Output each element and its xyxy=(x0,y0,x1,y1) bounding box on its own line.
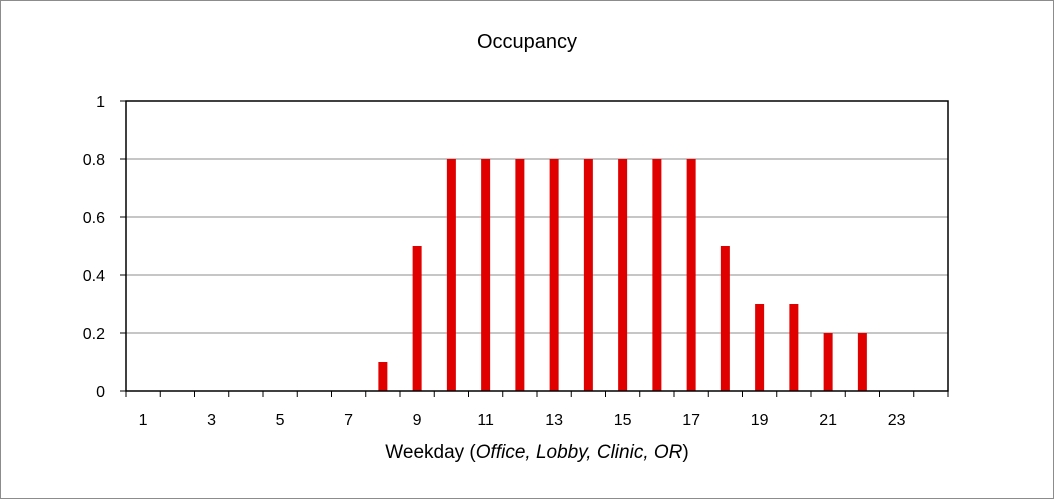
y-axis-ticks: 0 0.2 0.4 0.6 0.8 1 xyxy=(83,94,126,401)
bar xyxy=(515,159,525,391)
bar xyxy=(823,333,833,391)
bar xyxy=(720,246,730,391)
gridlines xyxy=(126,158,948,334)
x-tick-label: 7 xyxy=(344,412,353,429)
x-tick-label: 3 xyxy=(207,412,216,429)
x-tick-label: 19 xyxy=(751,412,769,429)
x-tick-label: 5 xyxy=(276,412,285,429)
bars xyxy=(378,159,867,391)
bar xyxy=(583,159,593,391)
x-axis-label-prefix: Weekday ( xyxy=(385,442,476,463)
bar xyxy=(412,246,422,391)
x-axis-ticks: 1 3 5 7 9 11 13 15 17 19 21 23 xyxy=(125,391,949,429)
x-tick-label: 11 xyxy=(477,412,494,429)
bar xyxy=(755,304,765,391)
y-tick-label: 0.2 xyxy=(83,326,105,343)
x-axis-label-italic: Office, Lobby, Clinic, OR xyxy=(476,442,683,463)
y-tick-label: 0 xyxy=(96,384,105,401)
y-tick-label: 0.8 xyxy=(83,152,105,169)
bar xyxy=(618,159,628,391)
y-tick-label: 1 xyxy=(96,94,105,111)
x-tick-label: 9 xyxy=(413,412,422,429)
bar xyxy=(549,159,559,391)
x-tick-label: 23 xyxy=(888,412,906,429)
bar xyxy=(789,304,799,391)
x-axis-label-suffix: ) xyxy=(682,442,688,463)
bar xyxy=(481,159,491,391)
bar xyxy=(652,159,662,391)
bar xyxy=(446,159,456,391)
chart-title: Occupancy xyxy=(477,31,577,53)
x-axis-label: Weekday (Office, Lobby, Clinic, OR) xyxy=(385,442,688,463)
bar xyxy=(857,333,867,391)
x-tick-label: 1 xyxy=(139,412,148,429)
bar xyxy=(686,159,696,391)
x-tick-label: 21 xyxy=(819,412,837,429)
x-tick-label: 15 xyxy=(614,412,632,429)
bar xyxy=(378,362,388,391)
x-tick-label: 17 xyxy=(682,412,700,429)
y-tick-label: 0.4 xyxy=(83,268,105,285)
y-tick-label: 0.6 xyxy=(83,210,105,227)
x-tick-label: 13 xyxy=(545,412,563,429)
